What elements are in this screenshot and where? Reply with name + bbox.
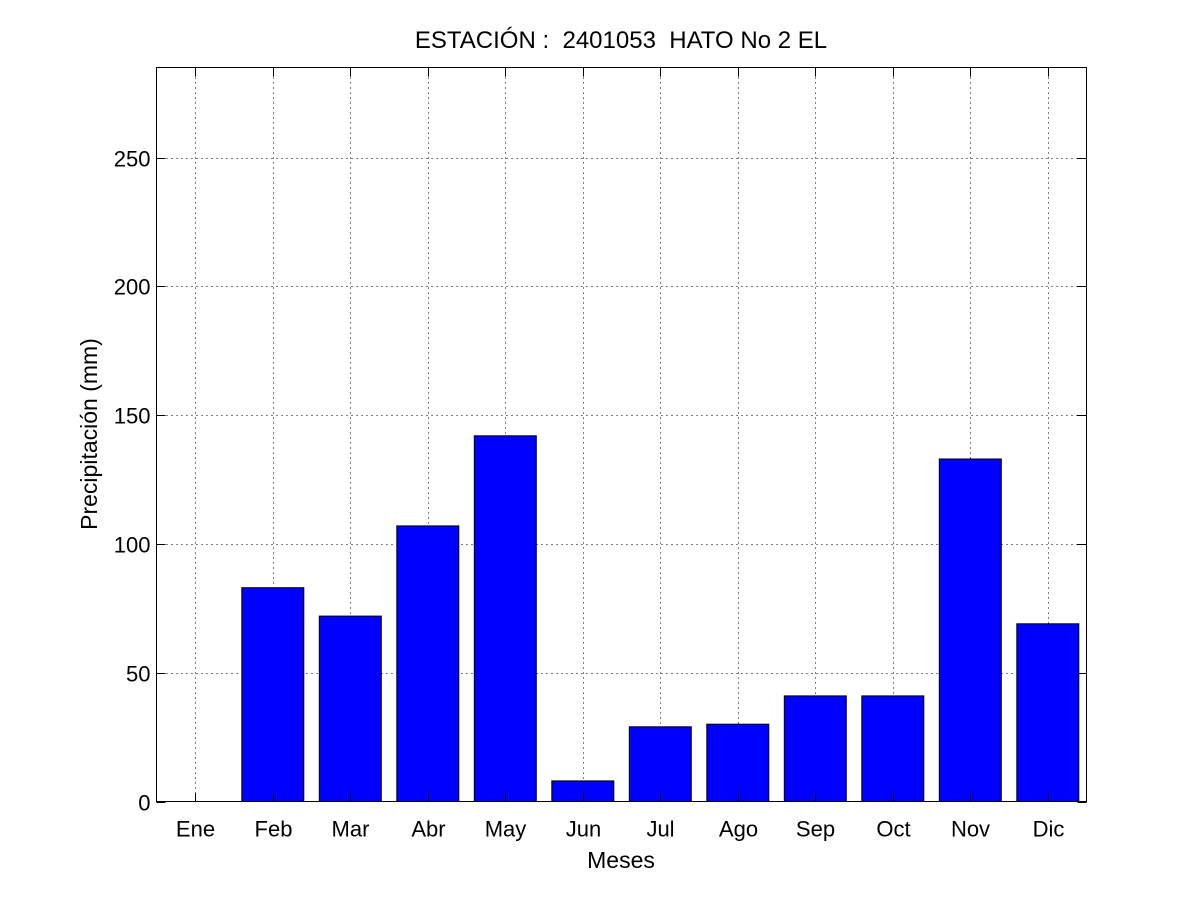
- x-axis-label: Meses: [587, 847, 655, 873]
- ticks-layer: [156, 67, 1087, 803]
- grid-layer: [156, 67, 1087, 802]
- y-tick-label: 50: [126, 662, 150, 687]
- plot-frame: [156, 67, 1087, 802]
- x-tick-label: Ago: [719, 817, 758, 842]
- bar-sep: [783, 695, 847, 803]
- x-tick-label: Mar: [332, 817, 370, 842]
- y-tick-label: 100: [114, 533, 151, 558]
- bars-layer: [241, 435, 1080, 803]
- y-tick-label: 0: [138, 791, 150, 816]
- y-tick-label: 200: [114, 275, 151, 300]
- x-tick-label: Oct: [876, 817, 910, 842]
- labels-layer: Ene Feb Mar Abr May Jun Jul Ago Sep Oct Nov Dic 0 50 1…: [114, 147, 1065, 842]
- bar-dic: [1016, 623, 1080, 802]
- y-axis-label: Precipitación (mm): [76, 338, 102, 530]
- bar-jun: [551, 780, 615, 803]
- x-tick-label: Sep: [796, 817, 835, 842]
- x-tick-label: May: [485, 817, 527, 842]
- y-tick-label: 150: [114, 404, 151, 429]
- bar-abr: [396, 525, 460, 803]
- bar-may: [473, 435, 537, 802]
- x-tick-label: Abr: [411, 817, 445, 842]
- x-tick-label: Dic: [1033, 817, 1065, 842]
- x-tick-label: Feb: [255, 817, 293, 842]
- x-tick-label: Jul: [646, 817, 674, 842]
- bar-oct: [861, 695, 925, 803]
- x-tick-label: Nov: [951, 817, 990, 842]
- y-tick-label: 250: [114, 147, 151, 172]
- bar-mar: [318, 615, 382, 802]
- x-tick-label: Ene: [176, 817, 215, 842]
- bar-ago: [706, 723, 770, 803]
- bar-feb: [241, 587, 305, 803]
- bar-nov: [938, 458, 1002, 802]
- x-tick-label: Jun: [566, 817, 601, 842]
- chart-title: ESTACIÓN : 2401053 HATO No 2 EL: [415, 27, 827, 54]
- bar-jul: [628, 726, 692, 802]
